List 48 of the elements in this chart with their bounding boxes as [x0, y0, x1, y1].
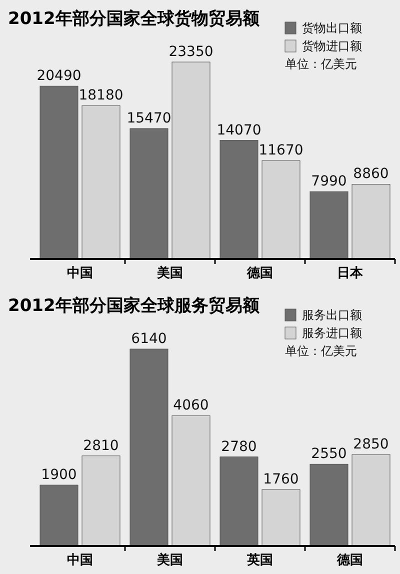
data-label: 6140	[131, 331, 167, 347]
chart-title: 2012年部分国家全球服务贸易额	[8, 296, 260, 316]
bar	[310, 191, 348, 260]
data-label: 14070	[216, 122, 262, 138]
annotation: 单位：亿美元	[285, 57, 357, 71]
data-label: 2780	[221, 438, 257, 455]
legend-label: 货物进口额	[302, 39, 362, 53]
legend-label: 服务出口额	[302, 308, 362, 322]
bar	[82, 456, 120, 546]
bar	[82, 105, 120, 260]
bar	[130, 348, 168, 546]
bar	[262, 489, 300, 546]
data-label: 7990	[311, 174, 347, 190]
bar	[352, 184, 390, 260]
bar	[172, 415, 210, 546]
bar	[310, 464, 348, 546]
data-label: 23350	[168, 44, 214, 60]
bar	[130, 128, 168, 260]
legend-label: 服务进口额	[302, 326, 362, 340]
bar	[220, 456, 258, 546]
data-label: 15470	[126, 110, 172, 126]
x-tick-label: 中国	[67, 266, 93, 281]
data-label: 4060	[173, 398, 209, 414]
x-tick-label: 中国	[67, 553, 93, 568]
chart-title: 2012年部分国家全球货物贸易额	[8, 9, 260, 29]
bar	[352, 454, 390, 546]
x-tick-label: 德国	[246, 266, 273, 281]
data-label: 2550	[311, 446, 347, 462]
annotation: 单位：亿美元	[285, 344, 357, 358]
legend-label: 货物出口额	[302, 21, 362, 35]
data-label: 2810	[83, 438, 119, 454]
bar	[40, 86, 78, 260]
data-label: 1900	[41, 467, 77, 484]
bar	[40, 484, 78, 546]
bar	[172, 62, 210, 260]
x-tick-label: 德国	[336, 553, 363, 568]
x-tick-label: 英国	[246, 553, 273, 568]
x-tick-label: 美国	[156, 265, 183, 281]
x-tick-label: 美国	[156, 552, 183, 568]
bar	[262, 160, 300, 260]
data-label: 1760	[263, 472, 299, 488]
data-label: 2850	[353, 436, 389, 453]
data-label: 8860	[353, 166, 389, 182]
data-label: 11670	[258, 142, 304, 159]
bar	[220, 140, 258, 260]
data-label: 18180	[78, 88, 124, 104]
x-tick-label: 日本	[337, 266, 364, 281]
data-label: 20490	[36, 68, 82, 84]
